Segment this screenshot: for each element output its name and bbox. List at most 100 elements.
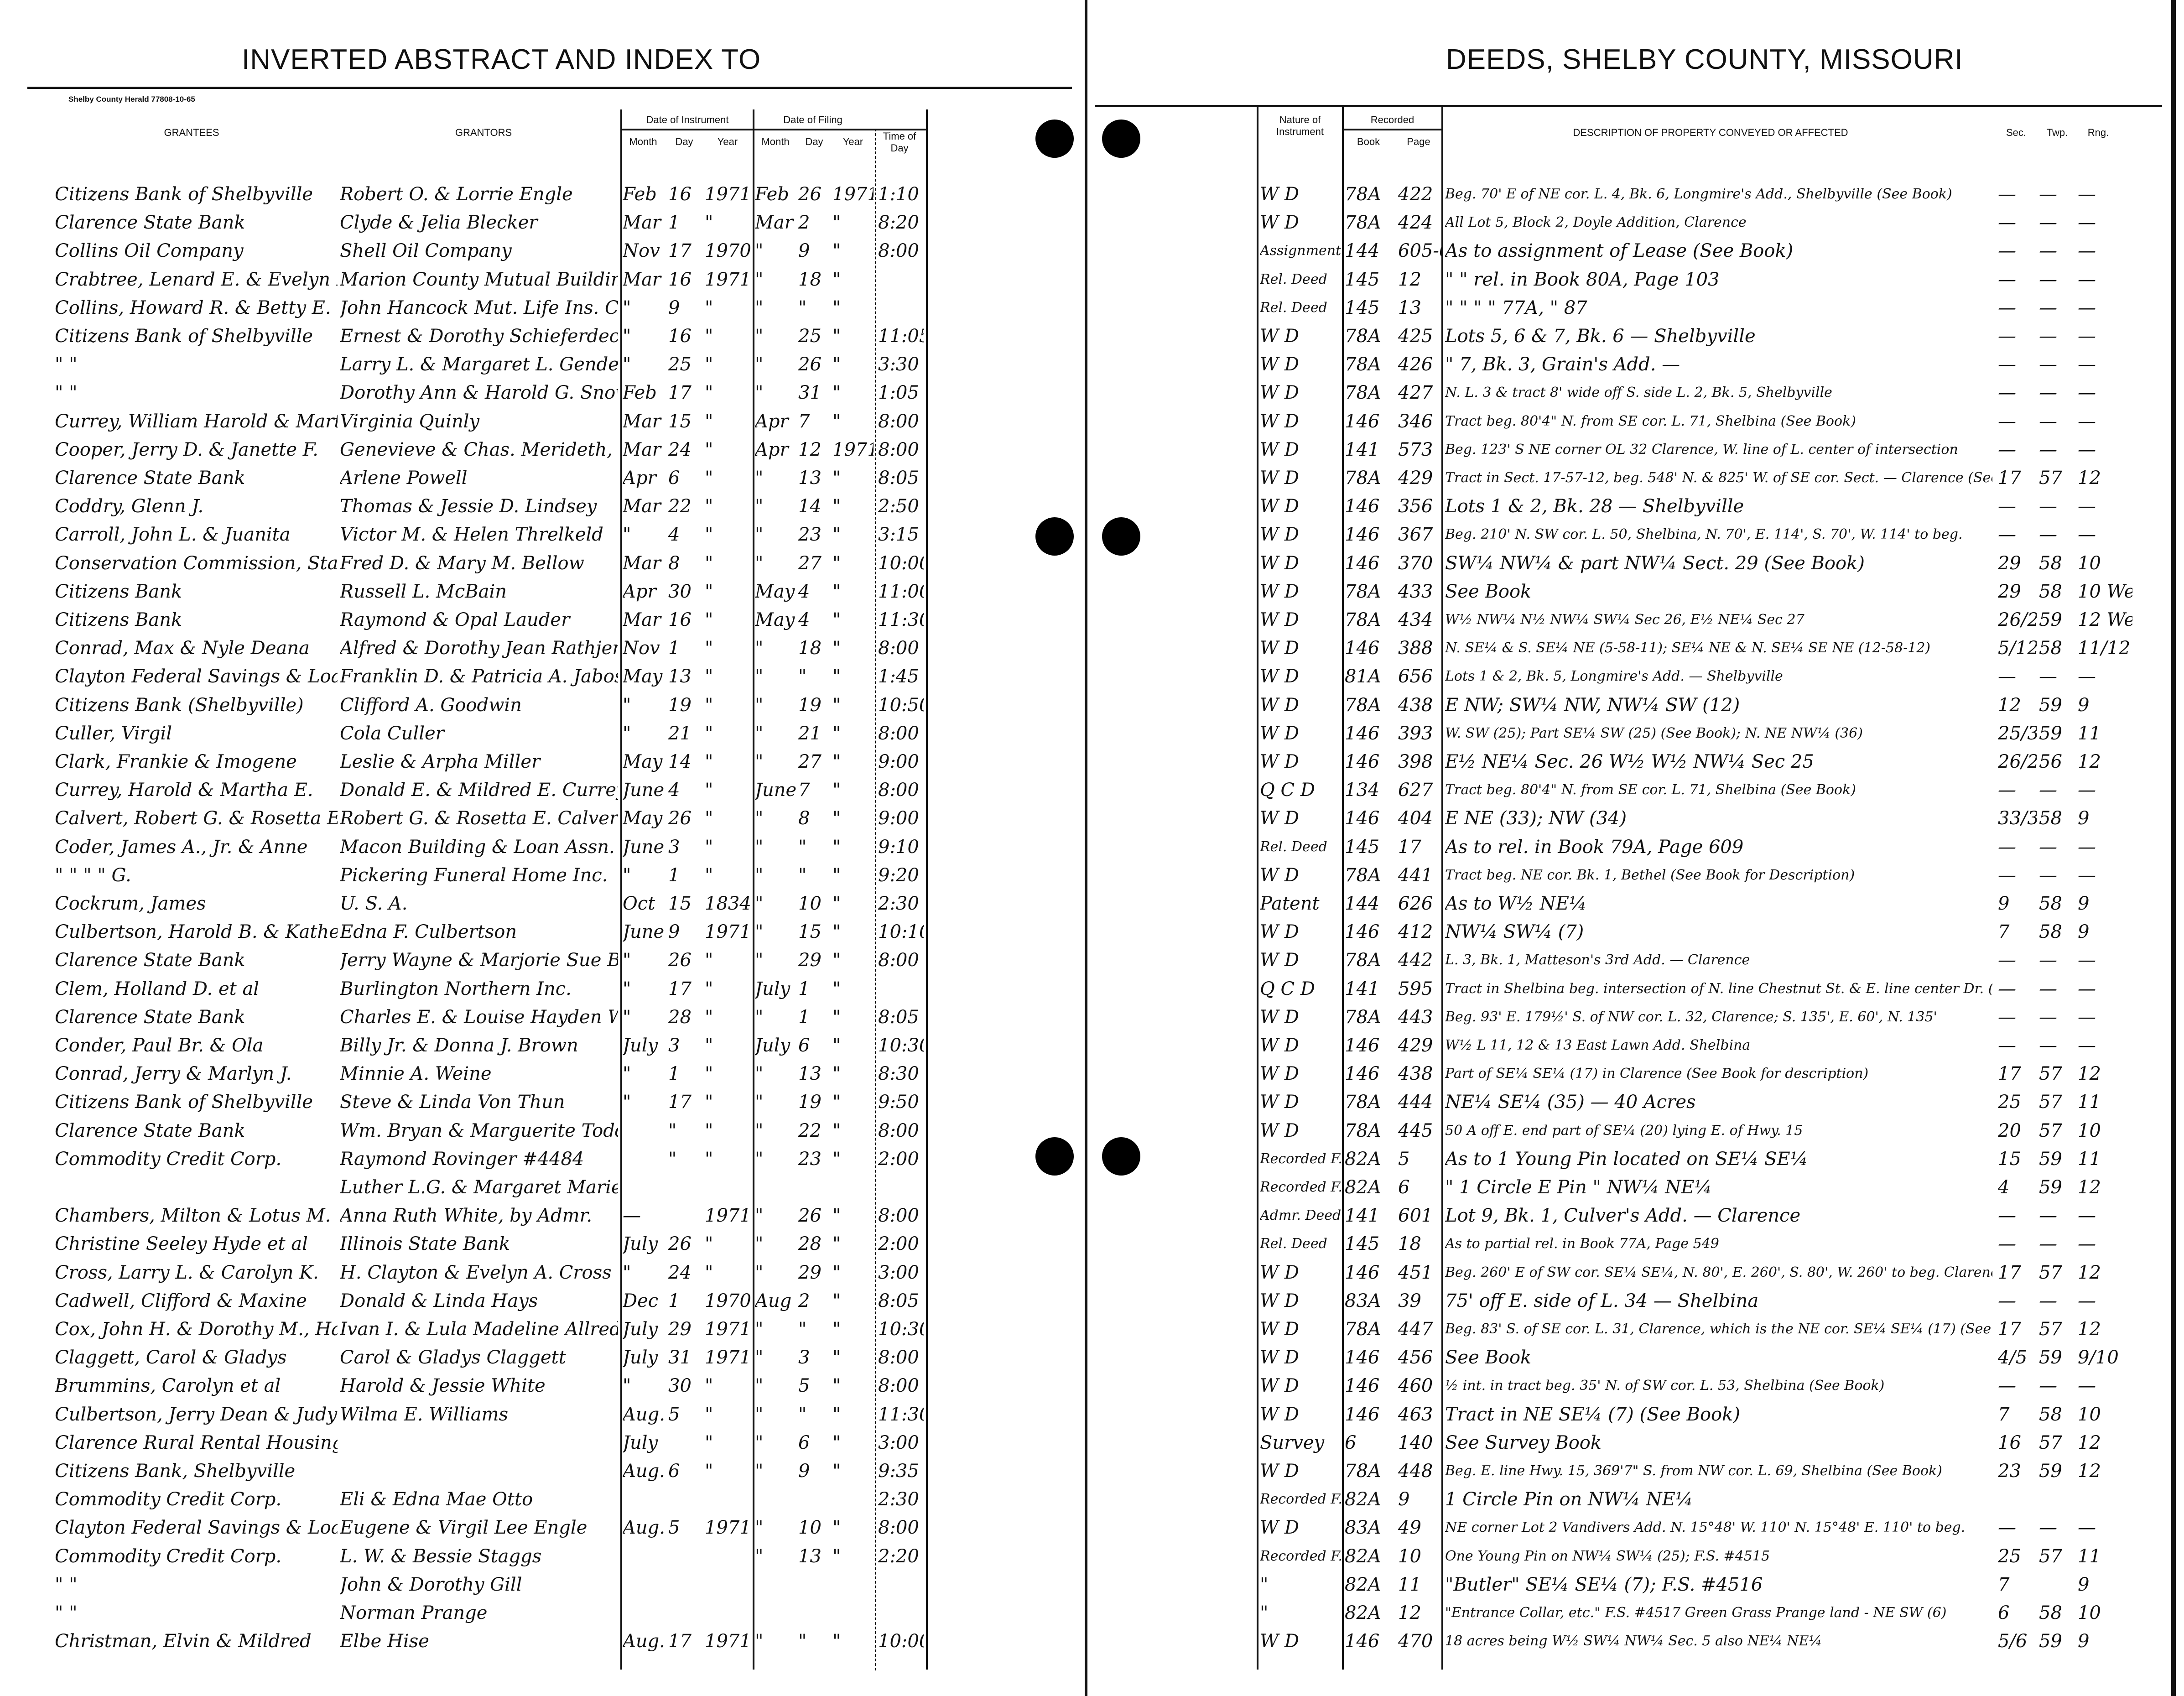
description-cell: "Butler" SE¼ SE¼ (7); F.S. #4516	[1445, 1574, 1763, 1595]
twp-cell: —	[2039, 978, 2057, 999]
inst-month-cell: "	[623, 694, 631, 716]
book-cell: 145	[1345, 836, 1380, 858]
file-year-cell: "	[832, 581, 841, 602]
ledger-row: Collins, Howard R. & Betty E. John Hancoc…	[0, 294, 2184, 322]
column-rule	[875, 129, 876, 1670]
file-month-cell: "	[755, 921, 764, 943]
file-year-cell: "	[832, 411, 841, 432]
time-cell: 1:05	[878, 382, 919, 404]
column-rule	[1257, 107, 1258, 1670]
file-day-cell: 8	[798, 808, 810, 829]
inst-day-cell: 17	[668, 978, 692, 999]
sec-cell: —	[1998, 212, 2016, 234]
grantor-cell: Minnie A. Weine	[340, 1063, 492, 1085]
time-cell: 3:15	[878, 524, 919, 546]
twp-cell: —	[2039, 1517, 2057, 1539]
inst-month-cell: "	[623, 723, 631, 744]
grantor-cell: Dorothy Ann & Harold G. Snow Jr.	[340, 382, 618, 404]
file-month-cell: "	[755, 1205, 764, 1227]
book-cell: 146	[1345, 723, 1380, 744]
page-cell: 39	[1398, 1290, 1421, 1311]
description-cell: Lot 9, Bk. 1, Culver's Add. — Clarence	[1445, 1205, 1801, 1227]
book-cell: 78A	[1345, 382, 1381, 404]
nature-cell: W D	[1260, 921, 1299, 943]
grantee-cell: Collins, Howard R. & Betty E.	[55, 297, 331, 318]
inst-year-cell: "	[705, 496, 713, 517]
nature-cell: W D	[1260, 1063, 1299, 1085]
inst-year-cell: "	[705, 638, 713, 659]
file-month-cell: "	[755, 1063, 764, 1085]
grantee-cell: Currey, William Harold & Martha E.	[55, 411, 338, 432]
column-rule	[1342, 107, 1344, 1670]
file-year-cell: "	[832, 609, 841, 630]
book-cell: 146	[1345, 1347, 1380, 1368]
file-month-cell: "	[755, 354, 764, 375]
time-cell: 1:10	[878, 184, 919, 205]
grantor-cell: Victor M. & Helen Threlkeld	[340, 524, 603, 546]
rng-cell: —	[2078, 212, 2096, 234]
rng-cell: 9	[2078, 1574, 2090, 1595]
description-cell: Lots 1 & 2, Bk. 28 — Shelbyville	[1445, 496, 1744, 517]
grantor-cell: Pickering Funeral Home Inc.	[340, 864, 608, 886]
sec-cell: —	[1998, 978, 2016, 999]
file-month-cell: Aug	[755, 1290, 792, 1311]
col-book: Book	[1357, 136, 1380, 147]
twp-cell: —	[2039, 382, 2057, 404]
file-month-cell: "	[755, 326, 764, 347]
rng-cell: —	[2078, 1006, 2096, 1028]
grantor-cell: Russell L. McBain	[340, 581, 507, 602]
twp-cell: —	[2039, 950, 2057, 971]
grantee-cell: Clem, Holland D. et al	[55, 978, 260, 999]
grantor-cell: Macon Building & Loan Assn.	[340, 836, 615, 858]
time-cell: 8:00	[878, 411, 919, 432]
grantor-cell: Thomas & Jessie D. Lindsey	[340, 496, 597, 517]
page-cell: 140	[1398, 1432, 1433, 1453]
book-cell: 141	[1345, 978, 1380, 999]
time-cell: 8:00	[878, 723, 919, 744]
twp-cell: 59	[2039, 1148, 2062, 1170]
grantor-cell: H. Clayton & Evelyn A. Cross	[340, 1262, 612, 1283]
file-day-cell: "	[798, 1404, 807, 1425]
file-day-cell: 5	[798, 1375, 810, 1397]
twp-cell: 58	[2039, 638, 2062, 659]
book-cell: 78A	[1345, 184, 1381, 205]
file-day-cell: "	[798, 1631, 807, 1652]
description-cell: Tract in NE SE¼ (7) (See Book)	[1445, 1404, 1740, 1425]
inst-month-cell: Nov	[623, 240, 660, 262]
grantee-cell: Culbertson, Jerry Dean & Judy P.	[55, 1404, 338, 1425]
book-cell: 146	[1345, 411, 1380, 432]
file-day-cell: "	[798, 864, 807, 886]
nature-cell: Assignment of Lease	[1260, 243, 1341, 259]
twp-cell: —	[2039, 864, 2057, 886]
grantee-cell: Clarence State Bank	[55, 950, 245, 971]
nature-cell: W D	[1260, 1006, 1299, 1028]
rng-cell: —	[2078, 978, 2096, 999]
inst-year-cell: 1971	[705, 269, 750, 290]
grantee-cell: Citizens Bank of Shelbyville	[55, 1092, 313, 1113]
inst-year-cell: "	[705, 950, 713, 971]
ledger-row: Christman, Elvin & Mildred Elbe Hise Aug. 1…	[0, 1627, 2184, 1655]
sec-cell: —	[1998, 1290, 2016, 1311]
page-cell: 434	[1398, 609, 1433, 630]
file-year-cell: "	[832, 1006, 841, 1028]
page-cell: 605-606	[1398, 240, 1441, 262]
grantee-cell: Collins Oil Company	[55, 240, 244, 262]
column-rule	[753, 109, 754, 1670]
file-month-cell: "	[755, 1545, 764, 1567]
twp-cell: 59	[2039, 1631, 2062, 1652]
time-cell: 8:00	[878, 950, 919, 971]
time-cell: 10:00	[878, 1631, 924, 1652]
grantee-cell: Currey, Harold & Martha E.	[55, 780, 313, 801]
col-rng: Rng.	[2087, 127, 2109, 138]
nature-cell: W D	[1260, 638, 1299, 659]
sec-cell: —	[1998, 439, 2016, 460]
inst-day-cell: 6	[668, 1461, 680, 1482]
header-rule	[27, 87, 1072, 89]
inst-year-cell: "	[705, 1432, 713, 1453]
nature-cell: W D	[1260, 1290, 1299, 1311]
inst-month-cell: Oct	[623, 893, 655, 914]
file-day-cell: "	[798, 666, 807, 687]
file-year-cell: "	[832, 1063, 841, 1085]
rng-cell: —	[2078, 496, 2096, 517]
file-month-cell: "	[755, 864, 764, 886]
